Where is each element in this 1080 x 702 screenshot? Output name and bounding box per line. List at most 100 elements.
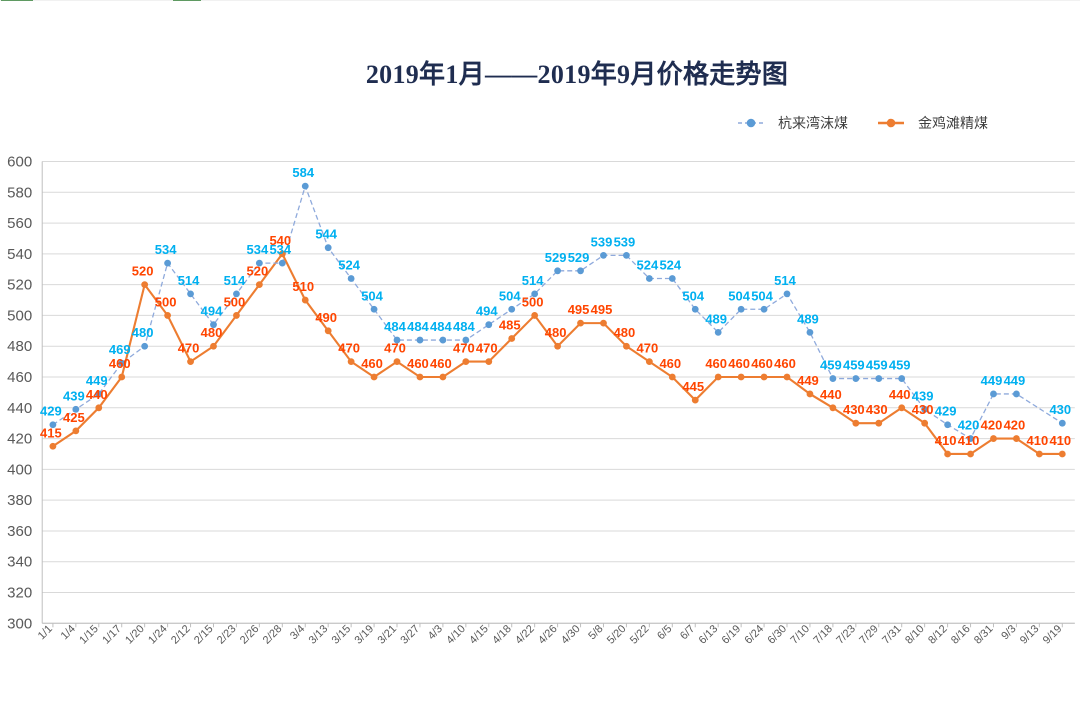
svg-text:8/12: 8/12 <box>926 623 950 647</box>
svg-text:460: 460 <box>774 356 796 371</box>
svg-text:484: 484 <box>384 319 406 334</box>
svg-text:440: 440 <box>86 387 108 402</box>
svg-text:9/13: 9/13 <box>1018 623 1042 647</box>
svg-text:410: 410 <box>958 433 980 448</box>
svg-text:2/12: 2/12 <box>169 623 193 647</box>
svg-text:3/15: 3/15 <box>330 623 354 647</box>
svg-text:440: 440 <box>820 387 842 402</box>
svg-text:410: 410 <box>1049 433 1071 448</box>
svg-text:494: 494 <box>201 304 223 319</box>
svg-text:6/24: 6/24 <box>743 623 767 647</box>
svg-text:7/31: 7/31 <box>880 623 904 647</box>
svg-text:440: 440 <box>889 387 911 402</box>
svg-text:410: 410 <box>1027 433 1049 448</box>
svg-text:410: 410 <box>935 433 957 448</box>
svg-text:8/10: 8/10 <box>903 623 927 647</box>
svg-text:490: 490 <box>315 310 337 325</box>
svg-text:489: 489 <box>705 311 727 326</box>
svg-text:560: 560 <box>7 215 32 232</box>
svg-text:320: 320 <box>7 585 32 602</box>
svg-text:4/18: 4/18 <box>490 623 514 647</box>
svg-text:430: 430 <box>843 402 865 417</box>
svg-text:8/31: 8/31 <box>972 623 996 647</box>
svg-text:480: 480 <box>132 325 154 340</box>
svg-text:2/23: 2/23 <box>215 623 239 647</box>
svg-text:1/4: 1/4 <box>59 623 78 642</box>
svg-text:470: 470 <box>476 341 498 356</box>
svg-text:449: 449 <box>86 373 108 388</box>
svg-text:470: 470 <box>453 341 475 356</box>
svg-text:420: 420 <box>1004 418 1026 433</box>
svg-text:460: 460 <box>361 356 383 371</box>
svg-text:340: 340 <box>7 554 32 571</box>
svg-text:9/3: 9/3 <box>999 623 1018 642</box>
svg-text:514: 514 <box>774 273 796 288</box>
svg-text:524: 524 <box>659 257 681 272</box>
svg-text:3/19: 3/19 <box>353 623 377 647</box>
svg-text:580: 580 <box>7 184 32 201</box>
svg-text:514: 514 <box>522 273 544 288</box>
svg-text:484: 484 <box>407 319 429 334</box>
svg-text:459: 459 <box>866 358 888 373</box>
svg-text:4/3: 4/3 <box>426 623 445 642</box>
svg-text:470: 470 <box>384 341 406 356</box>
svg-text:500: 500 <box>522 294 544 309</box>
svg-text:400: 400 <box>7 461 32 478</box>
svg-text:494: 494 <box>476 304 498 319</box>
svg-text:5/8: 5/8 <box>586 623 605 642</box>
svg-text:539: 539 <box>591 234 613 249</box>
svg-text:520: 520 <box>247 264 269 279</box>
svg-text:460: 460 <box>728 356 750 371</box>
svg-text:480: 480 <box>545 325 567 340</box>
svg-text:2/15: 2/15 <box>192 623 216 647</box>
svg-text:6/13: 6/13 <box>697 623 721 647</box>
svg-text:6/30: 6/30 <box>765 623 789 647</box>
svg-text:460: 460 <box>7 369 32 386</box>
svg-text:534: 534 <box>155 242 177 257</box>
svg-text:2/26: 2/26 <box>238 623 262 647</box>
svg-text:1/17: 1/17 <box>100 623 124 647</box>
svg-text:425: 425 <box>63 410 85 425</box>
svg-text:449: 449 <box>797 373 819 388</box>
svg-text:6/19: 6/19 <box>720 623 744 647</box>
svg-text:6/5: 6/5 <box>655 623 674 642</box>
svg-text:460: 460 <box>705 356 727 371</box>
svg-text:500: 500 <box>155 294 177 309</box>
svg-text:3/13: 3/13 <box>307 623 331 647</box>
svg-text:504: 504 <box>499 288 521 303</box>
svg-text:460: 460 <box>751 356 773 371</box>
svg-text:504: 504 <box>361 288 383 303</box>
svg-text:510: 510 <box>292 279 314 294</box>
svg-text:470: 470 <box>178 341 200 356</box>
svg-text:469: 469 <box>109 342 131 357</box>
svg-text:544: 544 <box>315 227 337 242</box>
svg-text:534: 534 <box>247 242 269 257</box>
svg-text:504: 504 <box>751 288 773 303</box>
svg-text:420: 420 <box>958 418 980 433</box>
svg-text:9/19: 9/19 <box>1041 623 1065 647</box>
svg-text:430: 430 <box>866 402 888 417</box>
svg-text:1/20: 1/20 <box>123 623 147 647</box>
svg-text:460: 460 <box>109 356 131 371</box>
svg-text:600: 600 <box>7 154 32 171</box>
svg-text:5/22: 5/22 <box>628 623 652 647</box>
svg-text:430: 430 <box>912 402 934 417</box>
svg-text:504: 504 <box>728 288 750 303</box>
svg-text:360: 360 <box>7 523 32 540</box>
svg-text:445: 445 <box>682 379 704 394</box>
svg-text:459: 459 <box>820 358 842 373</box>
svg-text:1/1: 1/1 <box>36 623 55 642</box>
svg-text:529: 529 <box>568 250 590 265</box>
svg-text:3/4: 3/4 <box>288 623 307 642</box>
svg-text:2/28: 2/28 <box>261 623 285 647</box>
svg-text:420: 420 <box>7 431 32 448</box>
svg-text:459: 459 <box>889 358 911 373</box>
svg-text:524: 524 <box>637 257 659 272</box>
svg-text:504: 504 <box>682 288 704 303</box>
svg-text:449: 449 <box>1004 373 1026 388</box>
svg-text:429: 429 <box>935 404 957 419</box>
svg-text:4/10: 4/10 <box>444 623 468 647</box>
svg-text:3/27: 3/27 <box>398 623 422 647</box>
svg-text:439: 439 <box>63 388 85 403</box>
svg-text:4/26: 4/26 <box>536 623 560 647</box>
